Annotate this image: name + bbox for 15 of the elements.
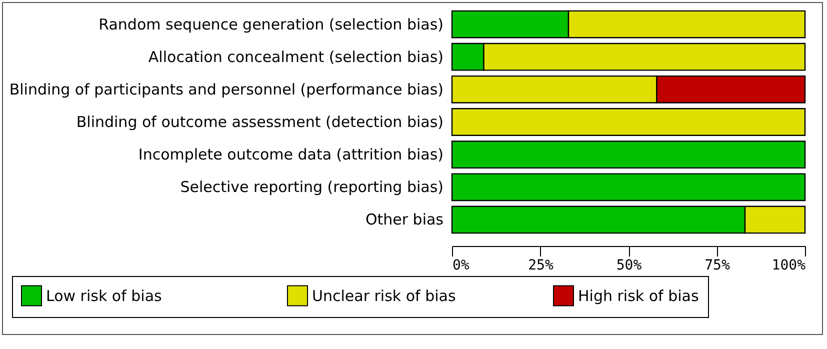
y-tick-label: Allocation concealment (selection bias) [148, 48, 444, 66]
y-tick-label: Blinding of participants and personnel (performance bias) [9, 80, 444, 98]
x-tick-label: 50% [616, 258, 642, 274]
y-tick-label: Selective reporting (reporting bias) [180, 178, 444, 196]
y-tick-label: Incomplete outcome data (attrition bias) [138, 146, 444, 164]
y-tick-label: Random sequence generation (selection bias) [98, 15, 444, 34]
legend-label: High risk of bias [578, 286, 699, 305]
x-tick-label: 75% [704, 258, 730, 274]
x-tick-label: 100% [772, 258, 806, 274]
x-tick-label: 25% [528, 258, 554, 274]
y-tick-label: Blinding of outcome assessment (detection bias) [76, 113, 444, 131]
legend-label: Low risk of bias [46, 286, 162, 305]
x-tick-label: 0% [452, 258, 470, 274]
legend-label: Unclear risk of bias [312, 286, 456, 305]
y-tick-label: Other bias [365, 210, 444, 229]
